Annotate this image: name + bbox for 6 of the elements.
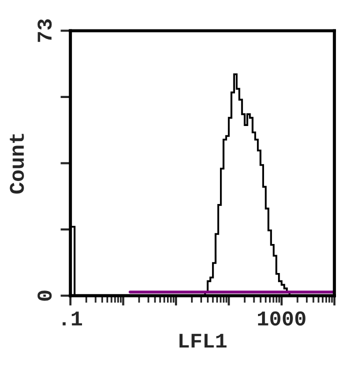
x-tick-label: .1 [62, 312, 82, 326]
y-axis-title: Count [10, 134, 24, 194]
y-tick-label: 0 [38, 290, 52, 301]
x-tick-label: 1000 [258, 311, 306, 326]
x-axis-title: LFL1 [180, 334, 227, 348]
y-tick-label: 73 [38, 19, 52, 42]
